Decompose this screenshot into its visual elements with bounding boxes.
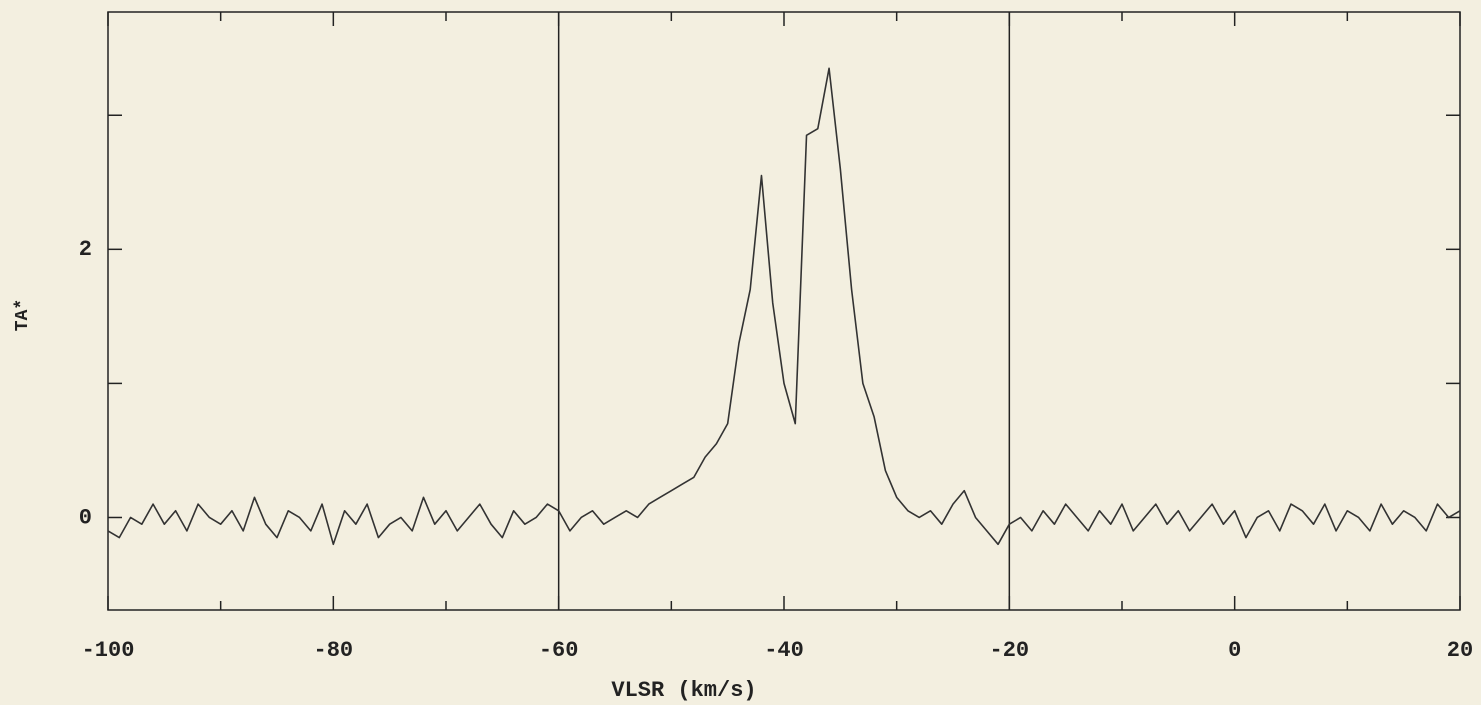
spectrum-line	[107, 67, 1461, 546]
x-tick-label: 20	[1447, 638, 1473, 663]
x-tick-label: -60	[539, 638, 579, 663]
y-axis-label: TA*	[13, 299, 33, 331]
x-tick-label: -100	[82, 638, 135, 663]
x-tick-label: -20	[990, 638, 1030, 663]
x-tick-label: 0	[1228, 638, 1241, 663]
x-axis-label: VLSR (km/s)	[611, 678, 756, 703]
y-tick-label: 0	[79, 505, 92, 530]
x-tick-label: -40	[764, 638, 804, 663]
y-tick-label: 2	[79, 237, 92, 262]
x-tick-label: -80	[314, 638, 354, 663]
